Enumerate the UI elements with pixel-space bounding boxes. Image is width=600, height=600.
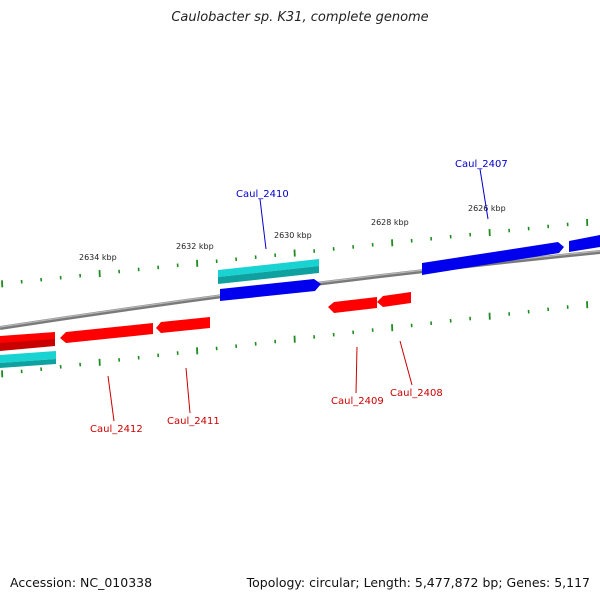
gene-label-caul-2410[interactable]: Caul_2410 [236, 189, 289, 200]
scale-label: 2632 kbp [176, 242, 214, 251]
accession-text: Accession: NC_010338 [10, 575, 153, 590]
tick-row-lower [1, 301, 589, 378]
leader-line [355, 346, 358, 394]
gene-arrow-shadow [0, 339, 55, 351]
leader-line [479, 168, 489, 220]
scale-label: 2626 kbp [468, 204, 506, 213]
tick-row-upper [1, 218, 589, 288]
genome-info-text: Topology: circular; Length: 5,477,872 bp… [246, 575, 590, 590]
scale-label: 2630 kbp [274, 231, 312, 240]
gene-arrow[interactable] [220, 279, 321, 301]
gene-labels: Caul_2407 Caul_2410 Caul_2412 Caul_2411 … [90, 159, 508, 435]
leader-line [107, 375, 115, 422]
leader-line [399, 340, 413, 386]
gene-arrow-shadow [0, 359, 56, 368]
gene-arrow[interactable] [569, 235, 600, 252]
gene-arrow-shadow [218, 266, 319, 284]
gene-arrow[interactable] [328, 297, 377, 313]
gene-label-caul-2412[interactable]: Caul_2412 [90, 424, 143, 435]
gene-arrow[interactable] [422, 242, 564, 275]
gene-label-caul-2407[interactable]: Caul_2407 [455, 159, 508, 170]
genome-title: Caulobacter sp. K31, complete genome [171, 10, 429, 25]
gene-arrow[interactable] [156, 317, 210, 333]
gene-arrow[interactable] [377, 292, 411, 307]
gene-arrow[interactable] [218, 259, 319, 277]
gene-label-caul-2411[interactable]: Caul_2411 [167, 416, 220, 427]
leader-line [185, 367, 191, 414]
scale-label: 2634 kbp [79, 253, 117, 262]
leader-line [259, 198, 267, 250]
gene-leaders [107, 168, 489, 422]
scale-label: 2628 kbp [371, 218, 409, 227]
scale-labels: 2634 kbp 2632 kbp 2630 kbp 2628 kbp 2626… [79, 204, 506, 262]
gene-arrows [0, 235, 600, 368]
gene-label-caul-2408[interactable]: Caul_2408 [390, 388, 443, 399]
gene-label-caul-2409[interactable]: Caul_2409 [331, 396, 384, 407]
gene-arrow[interactable] [60, 323, 153, 343]
